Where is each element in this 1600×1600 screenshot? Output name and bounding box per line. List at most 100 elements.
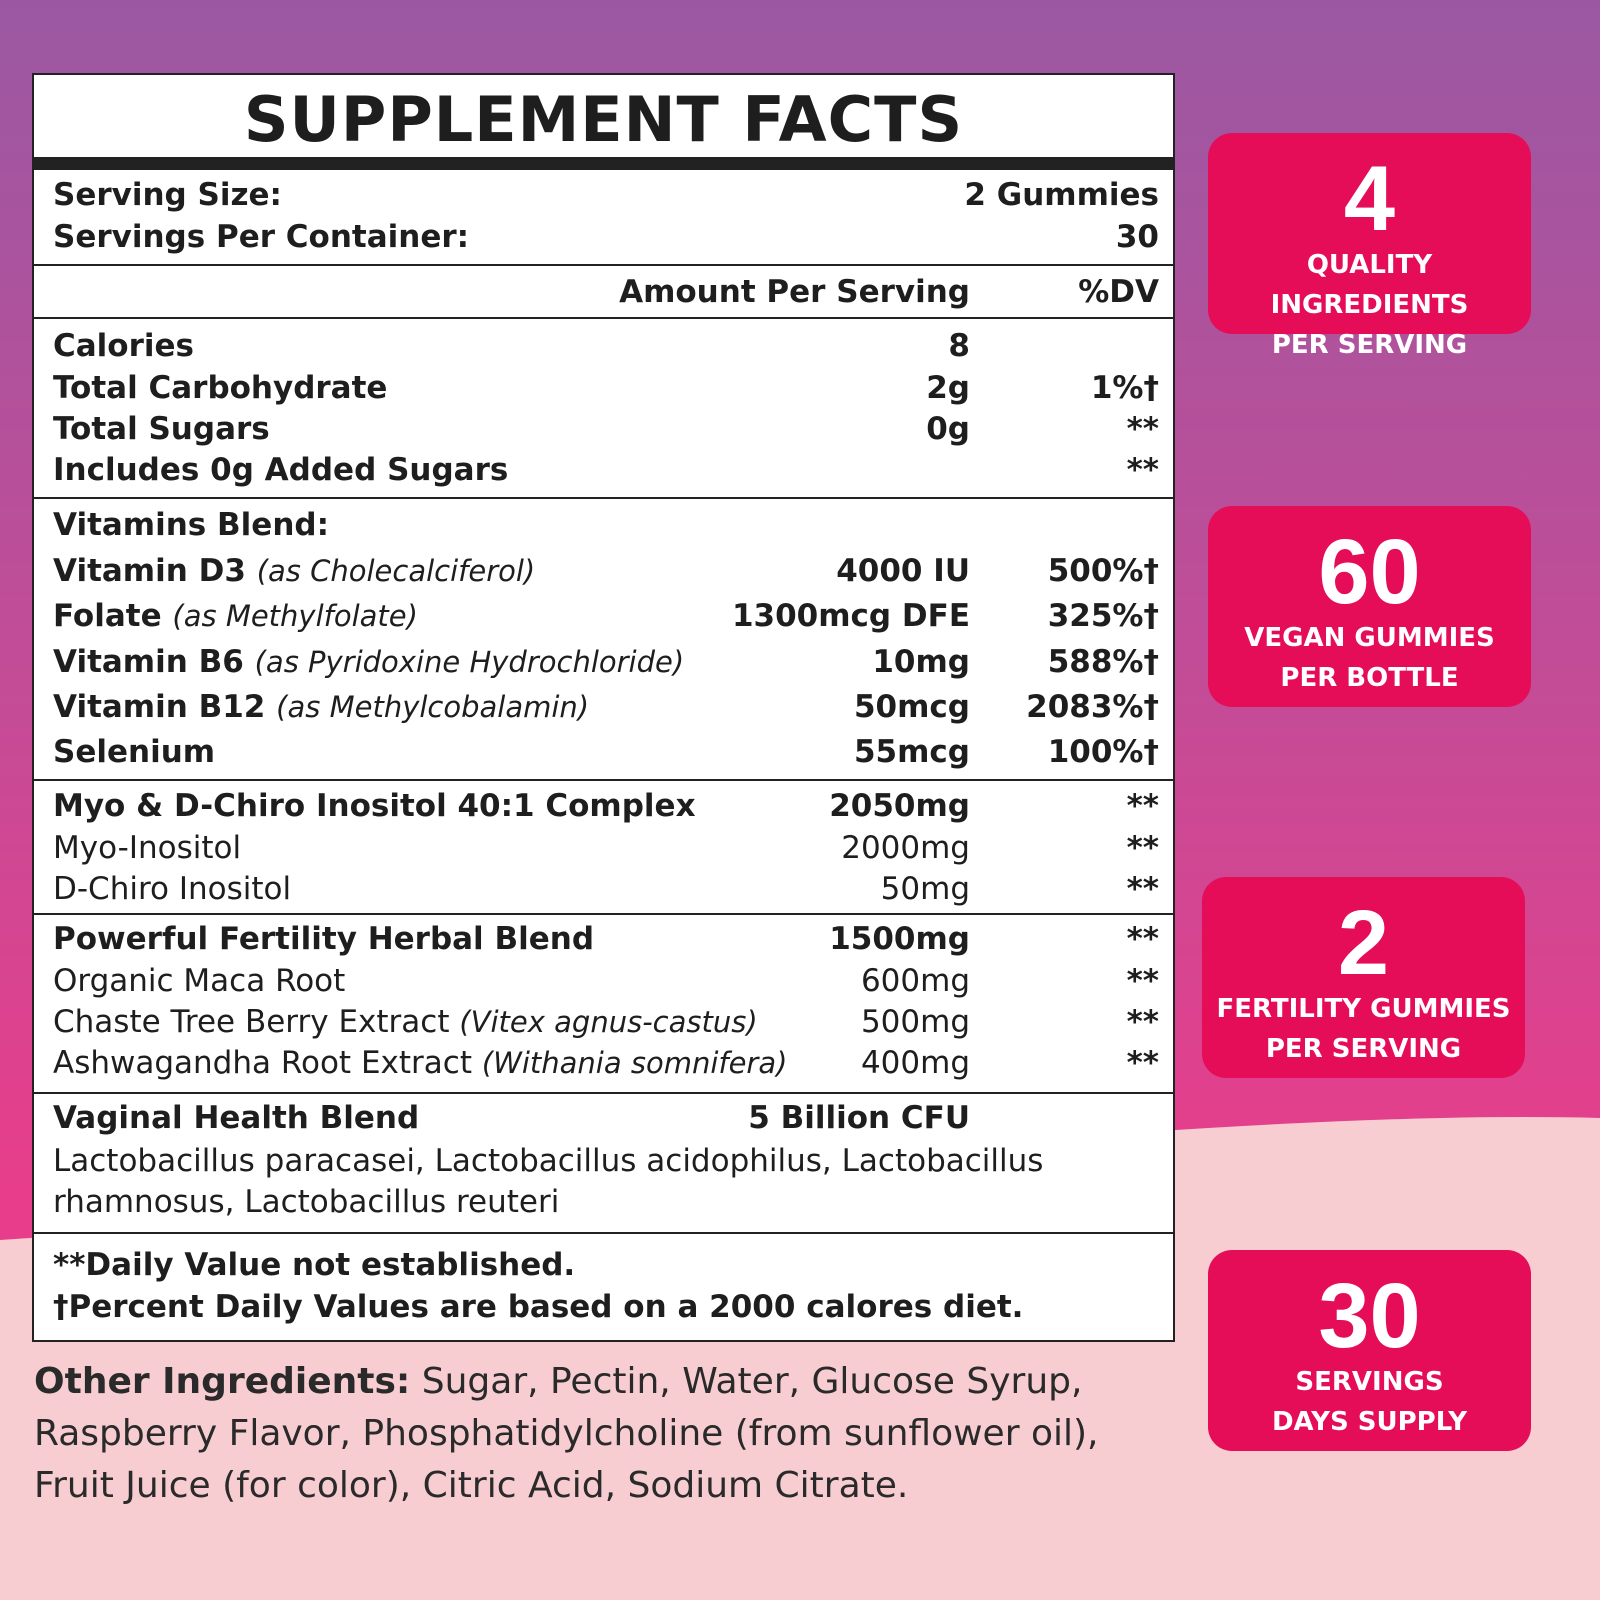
servings-per-container-label: Servings Per Container: <box>53 219 470 255</box>
divider <box>34 497 1173 499</box>
nutrient-amount: 600mg <box>860 963 970 999</box>
nutrient-dv: 1%† <box>1090 370 1159 406</box>
badge-caption: QUALITY INGREDIENTS <box>1270 250 1469 320</box>
nutrient-name: Organic Maca Root <box>53 961 345 1001</box>
nutrient-dv: ** <box>1126 1004 1159 1040</box>
nutrient-dv: 100%† <box>1047 734 1159 770</box>
badge-fertility-gummies: 2 FERTILITY GUMMIES PER SERVING <box>1202 877 1525 1078</box>
nutrient-label: Organic Maca Root <box>53 963 346 999</box>
nutrient-amount: 55mcg <box>853 734 970 770</box>
serving-size-label: Serving Size: <box>53 177 282 213</box>
nutrient-amount: 0g <box>926 411 970 447</box>
nutrient-source-note: (as Cholecalciferol) <box>256 554 536 588</box>
nutrient-source-note: (as Pyridoxine Hydrochloride) <box>254 645 685 679</box>
badge-number: 4 <box>1343 148 1396 250</box>
panel-title: SUPPLEMENT FACTS <box>243 83 964 156</box>
nutrient-label: Selenium <box>53 734 216 770</box>
nutrient-label: Vitamin D3 <box>53 553 246 589</box>
divider <box>34 317 1173 319</box>
nutrient-dv: ** <box>1126 921 1159 957</box>
nutrient-source-note: (Withania somnifera) <box>481 1046 788 1080</box>
nutrient-label: Chaste Tree Berry Extract <box>53 1004 450 1040</box>
badge-vegan-gummies: 60 VEGAN GUMMIES PER BOTTLE <box>1208 506 1531 707</box>
nutrient-label: Vaginal Health Blend <box>53 1100 420 1136</box>
thick-divider <box>34 157 1173 170</box>
nutrient-name: Myo & D-Chiro Inositol 40:1 Complex <box>53 786 696 826</box>
other-ingredients-text: Sugar, Pectin, Water, Glucose Syrup, Ras… <box>34 1361 1099 1506</box>
nutrient-label: D-Chiro Inositol <box>53 871 292 907</box>
nutrient-name: Vitamin D3 (as Cholecalciferol) <box>53 551 535 591</box>
divider <box>34 1092 1173 1094</box>
other-ingredients-label: Other Ingredients: <box>34 1361 411 1402</box>
nutrient-amount: 4000 IU <box>836 553 970 589</box>
nutrient-dv: ** <box>1126 1045 1159 1081</box>
nutrient-label: Total Carbohydrate <box>53 370 388 406</box>
nutrient-amount: 10mg <box>872 644 970 680</box>
column-header-amount: Amount Per Serving <box>619 274 970 310</box>
divider <box>34 779 1173 781</box>
nutrient-amount: 1500mg <box>829 921 970 957</box>
nutrient-name: Total Sugars <box>53 409 270 449</box>
nutrient-name: Ashwagandha Root Extract (Withania somni… <box>53 1043 787 1083</box>
divider <box>34 1232 1173 1234</box>
divider <box>34 264 1173 266</box>
nutrient-source-note: (Vitex agnus-castus) <box>459 1005 758 1039</box>
nutrient-amount: 50mg <box>880 871 970 907</box>
serving-size-value: 2 Gummies <box>964 177 1159 213</box>
supplement-facts-panel: SUPPLEMENT FACTS Serving Size: 2 Gummies… <box>32 73 1175 1342</box>
nutrient-name: Calories <box>53 326 194 366</box>
probiotics-line-2: rhamnosus, Lactobacillus reuteri <box>53 1184 560 1220</box>
badge-caption: VEGAN GUMMIES <box>1244 623 1495 653</box>
nutrient-name: Chaste Tree Berry Extract (Vitex agnus-c… <box>53 1002 758 1042</box>
nutrient-amount: 1300mcg DFE <box>731 598 970 634</box>
nutrient-label: Total Sugars <box>53 411 270 447</box>
nutrient-name: Vitamins Blend: <box>53 505 329 545</box>
nutrient-name: Selenium <box>53 732 215 772</box>
nutrient-amount: 400mg <box>860 1045 970 1081</box>
nutrient-label: Myo-Inositol <box>53 830 242 866</box>
nutrient-amount: 2050mg <box>829 788 970 824</box>
nutrient-name: Powerful Fertility Herbal Blend <box>53 919 594 959</box>
nutrient-name: Folate (as Methylfolate) <box>53 596 418 636</box>
nutrient-label: Includes 0g Added Sugars <box>53 452 509 488</box>
nutrient-dv: 325%† <box>1047 598 1159 634</box>
nutrient-dv: ** <box>1126 963 1159 999</box>
nutrient-name: Vitamin B6 (as Pyridoxine Hydrochloride) <box>53 642 684 682</box>
nutrient-amount: 8 <box>948 328 970 364</box>
nutrient-label: Folate <box>53 598 162 634</box>
nutrient-label: Calories <box>53 328 194 364</box>
nutrient-dv: ** <box>1126 452 1159 488</box>
nutrient-dv: 2083%† <box>1026 689 1159 725</box>
nutrient-amount: 2g <box>926 370 970 406</box>
nutrient-source-note: (as Methylfolate) <box>172 599 418 633</box>
nutrient-dv: ** <box>1126 871 1159 907</box>
nutrient-label: Vitamins Blend: <box>53 507 329 543</box>
nutrient-label: Powerful Fertility Herbal Blend <box>53 921 595 957</box>
nutrient-dv: 500%† <box>1047 553 1159 589</box>
column-header-dv: %DV <box>1078 274 1159 310</box>
badge-number: 30 <box>1318 1265 1421 1367</box>
nutrient-source-note: (as Methylcobalamin) <box>276 690 590 724</box>
footnote-dv-not-established: **Daily Value not established. <box>53 1247 576 1283</box>
nutrient-name: Includes 0g Added Sugars <box>53 450 508 490</box>
nutrient-label: Ashwagandha Root Extract <box>53 1045 472 1081</box>
servings-per-container-value: 30 <box>1115 219 1159 255</box>
badge-caption: SERVINGS <box>1295 1367 1444 1397</box>
nutrient-dv: ** <box>1126 830 1159 866</box>
badge-caption: FERTILITY GUMMIES <box>1216 994 1511 1024</box>
badge-caption: PER SERVING <box>1271 330 1468 360</box>
nutrient-name: Myo-Inositol <box>53 828 241 868</box>
nutrient-dv: ** <box>1126 788 1159 824</box>
badge-caption: PER BOTTLE <box>1280 663 1459 693</box>
nutrient-label: Vitamin B12 <box>53 689 266 725</box>
nutrient-amount: 50mcg <box>853 689 970 725</box>
nutrient-amount: 2000mg <box>841 830 970 866</box>
nutrient-dv: 588%† <box>1047 644 1159 680</box>
badge-quality-ingredients: 4 QUALITY INGREDIENTS PER SERVING <box>1208 133 1531 360</box>
footnote-percent-dv: †Percent Daily Values are based on a 200… <box>53 1289 1024 1325</box>
nutrient-label: Vitamin B6 <box>53 644 244 680</box>
nutrient-label: Myo & D-Chiro Inositol 40:1 Complex <box>53 788 696 824</box>
nutrient-name: D-Chiro Inositol <box>53 869 291 909</box>
other-ingredients: Other Ingredients: Sugar, Pectin, Water,… <box>34 1356 1184 1512</box>
divider <box>34 913 1173 915</box>
